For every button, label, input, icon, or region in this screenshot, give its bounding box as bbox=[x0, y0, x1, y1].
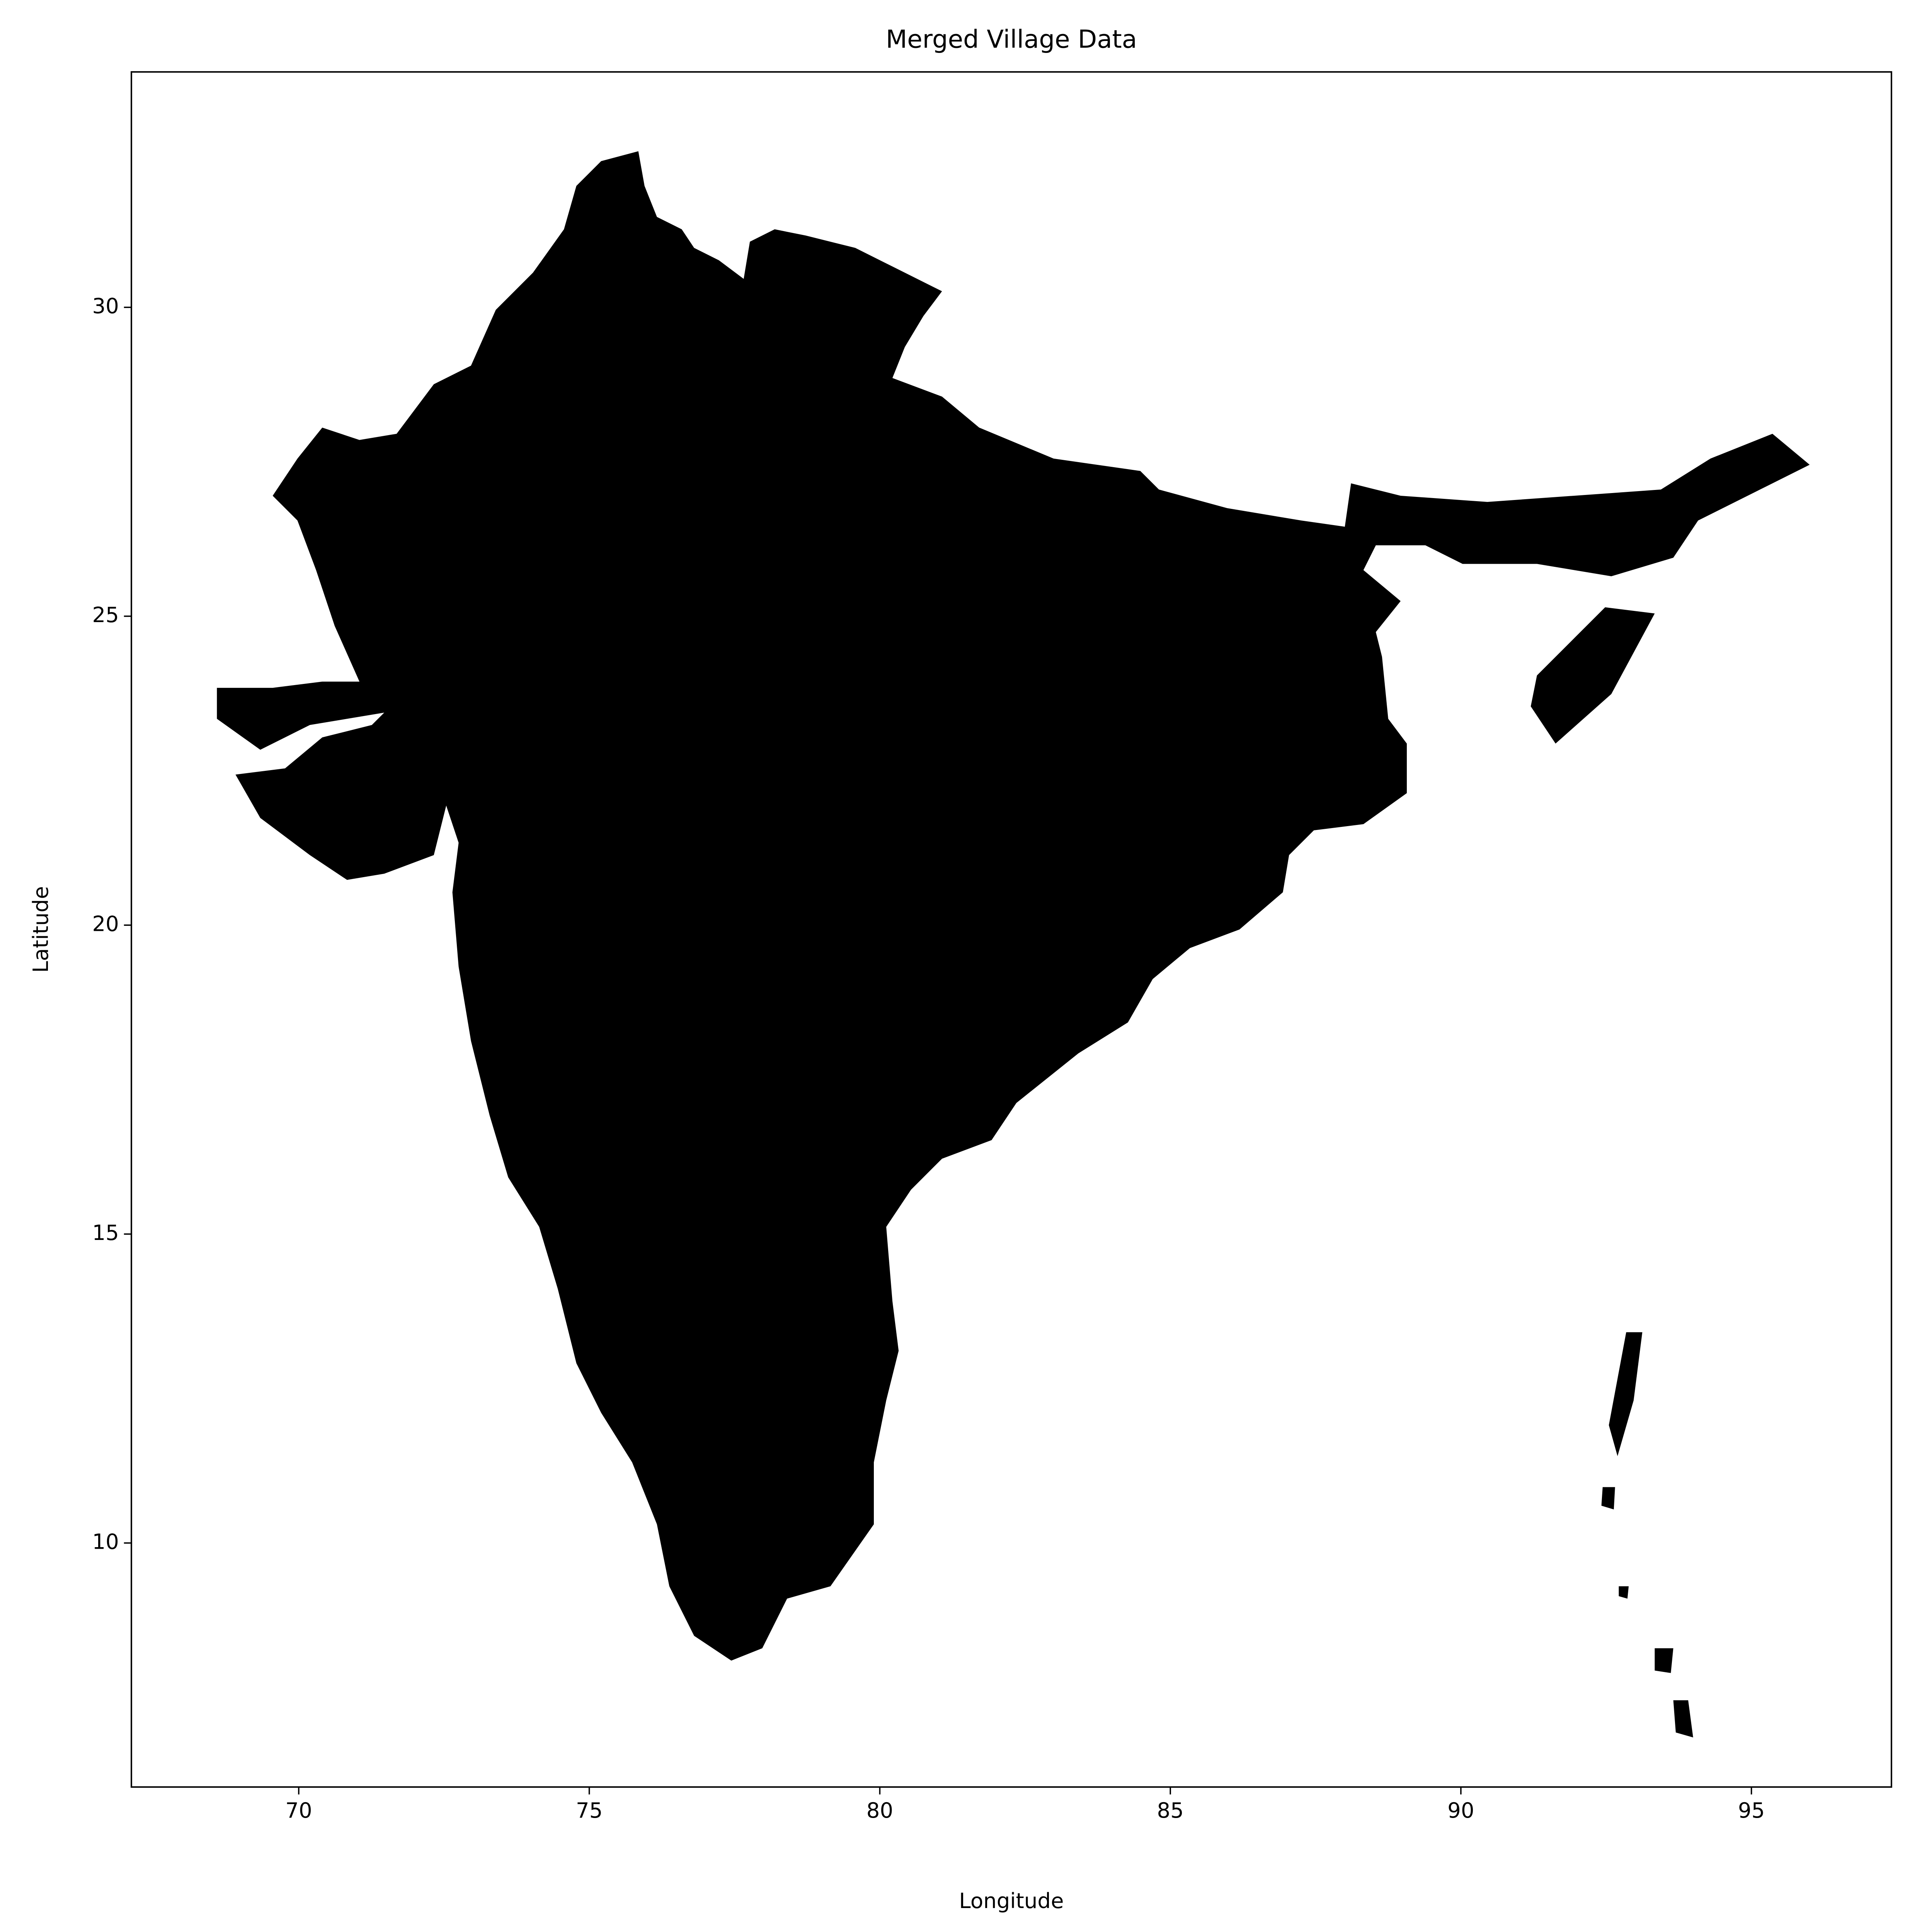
x-tick-label: 70 bbox=[285, 1798, 312, 1823]
y-tick-label: 25 bbox=[92, 602, 119, 627]
x-tick-label: 95 bbox=[1738, 1798, 1765, 1823]
island bbox=[1673, 1700, 1693, 1738]
x-axis-label: Longitude bbox=[959, 1888, 1064, 1913]
y-tick-label: 10 bbox=[92, 1529, 119, 1554]
y-tick-label: 30 bbox=[92, 293, 119, 318]
x-tick-label: 85 bbox=[1157, 1798, 1184, 1823]
x-tick-label: 75 bbox=[576, 1798, 603, 1823]
mainland bbox=[217, 151, 1810, 1661]
x-tick-label: 90 bbox=[1447, 1798, 1474, 1823]
island bbox=[1619, 1586, 1629, 1599]
chart-title: Merged Village Data bbox=[886, 25, 1137, 54]
island bbox=[1655, 1648, 1673, 1673]
x-tick-label: 80 bbox=[866, 1798, 893, 1823]
y-axis-label: Latitude bbox=[28, 886, 53, 973]
y-tick-label: 15 bbox=[92, 1220, 119, 1245]
village-shapes bbox=[217, 151, 1810, 1738]
y-tick-label: 20 bbox=[92, 911, 119, 936]
island bbox=[1609, 1332, 1643, 1456]
plot-frame bbox=[131, 71, 1892, 1788]
island-region bbox=[1530, 607, 1655, 744]
island bbox=[1601, 1487, 1615, 1510]
